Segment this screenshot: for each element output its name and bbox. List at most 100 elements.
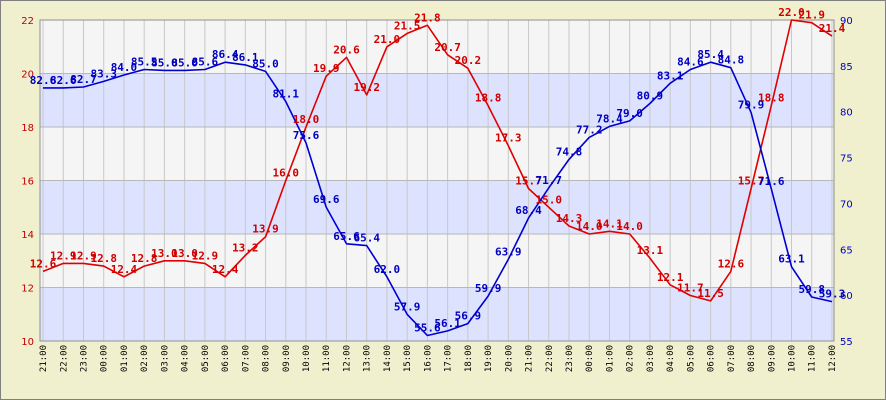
x-tick-label: 09:00 [282,345,292,372]
temperature-line [42,19,833,302]
temperature-data-label: 14.1 [596,217,623,230]
plot-band [40,234,834,288]
x-tick-label: 08:00 [262,345,272,372]
temperature-data-label: 19.9 [313,62,340,75]
humidity-data-label: 85.4 [697,48,724,61]
left-tick-label: 22 [21,16,34,27]
humidity-data-label: 83.1 [657,69,684,82]
left-tick-label: 20 [21,70,34,81]
humidity-data-label: 84.6 [677,56,704,69]
x-tick-label: 15:00 [403,345,413,372]
humidity-data-label: 83.3 [90,67,117,80]
right-tick-label: 65 [840,245,853,256]
right-tick-label: 60 [840,291,853,302]
humidity-data-label: 86.4 [212,48,239,61]
x-tick-label: 22:00 [59,345,69,372]
humidity-data-label: 79.0 [616,107,643,120]
x-tick-label: 00:00 [585,345,595,372]
right-tick-label: 70 [840,199,853,210]
left-axis-ticks: 10 12 14 16 18 20 22 [21,16,34,348]
x-tick-label: 08:00 [747,345,757,372]
temperature-data-label: 21.0 [374,33,401,46]
temperature-data-label: 12.9 [192,249,219,262]
x-axis-ticks: 21:00 22:00 23:00 00:00 01:00 02:00 03:00 04:00… [39,345,838,372]
x-tick-label: 10:00 [788,345,798,372]
humidity-data-label: 85.0 [171,56,198,69]
humidity-data-label: 55.6 [414,321,441,334]
temperature-data-label: 21.8 [414,11,441,24]
humidity-data-label: 59.8 [798,283,825,296]
temperature-data-label: 13.0 [151,247,178,260]
temperature-data-label: 13.1 [637,244,664,257]
left-tick-label: 18 [21,123,34,134]
humidity-data-label: 71.7 [536,174,563,187]
x-tick-label: 01:00 [605,345,615,372]
temperature-data-label: 12.4 [212,263,239,276]
humidity-data-label: 82.7 [70,73,97,86]
temperature-data-label: 14.0 [576,220,603,233]
humidity-data-label: 69.6 [313,193,340,206]
x-tick-label: 23:00 [79,345,89,372]
temperature-data-label: 20.7 [434,41,461,54]
temperature-data-label: 12.4 [111,263,138,276]
x-tick-label: 09:00 [767,345,777,372]
x-tick-label: 18:00 [464,345,474,372]
humidity-data-label: 78.4 [596,112,623,125]
right-tick-label: 85 [840,62,853,73]
left-tick-label: 12 [21,284,34,295]
temperature-data-label: 16.0 [273,167,300,180]
temperature-data-label: 17.3 [495,132,522,145]
humidity-data-label: 82.6 [50,74,77,87]
temperature-data-label: 18.0 [293,113,320,126]
right-tick-label: 90 [840,16,853,27]
humidity-data-label: 85.5 [131,56,158,69]
humidity-data-label: 65.4 [353,232,380,245]
humidity-data-label: 68.4 [515,204,542,217]
x-tick-label: 21:00 [39,345,49,372]
x-tick-label: 05:00 [686,345,696,372]
plot-band [40,73,834,127]
temperature-data-label: 12.8 [131,252,158,265]
humidity-data-label: 57.9 [394,300,421,313]
plot-band [40,180,834,234]
temperature-data-label: 21.4 [819,22,846,35]
humidity-data-label: 80.9 [637,89,664,102]
x-tick-label: 14:00 [383,345,393,372]
x-tick-label: 11:00 [808,345,818,372]
data-labels: 12.612.912.912.812.412.813.013.012.912.4… [30,6,846,334]
humidity-data-label: 74.8 [556,145,583,158]
x-tick-label: 17:00 [444,345,454,372]
humidity-data-label: 62.0 [374,263,401,276]
x-tick-label: 05:00 [201,345,211,372]
temperature-data-label: 21.5 [394,19,421,32]
x-tick-label: 22:00 [545,345,555,372]
humidity-data-label: 84.0 [111,61,138,74]
humidity-data-label: 77.2 [576,123,603,136]
x-tick-label: 03:00 [160,345,170,372]
right-axis-ticks: 55 60 65 70 75 80 85 90 [840,16,853,348]
plot-band [40,287,834,341]
temperature-data-label: 15.0 [536,193,563,206]
humidity-data-label: 56.1 [434,317,461,330]
humidity-data-label: 85.0 [252,57,279,70]
x-tick-label: 03:00 [646,345,656,372]
x-tick-label: 06:00 [707,345,717,372]
temperature-data-label: 11.7 [677,282,704,295]
humidity-data-label: 56.9 [455,310,482,323]
x-tick-label: 16:00 [423,345,433,372]
x-tick-label: 23:00 [565,345,575,372]
x-tick-label: 02:00 [140,345,150,372]
temperature-data-label: 11.5 [697,287,724,300]
x-tick-label: 12:00 [828,345,838,372]
x-tick-label: 19:00 [484,345,494,372]
x-tick-label: 04:00 [181,345,191,372]
temperature-data-label: 13.2 [232,241,259,254]
temperature-data-label: 18.8 [475,92,502,105]
humidity-data-label: 81.1 [273,88,300,101]
x-tick-label: 10:00 [302,345,312,372]
temperature-data-label: 20.6 [333,43,360,56]
plot-border [39,19,835,342]
x-tick-label: 00:00 [100,345,110,372]
